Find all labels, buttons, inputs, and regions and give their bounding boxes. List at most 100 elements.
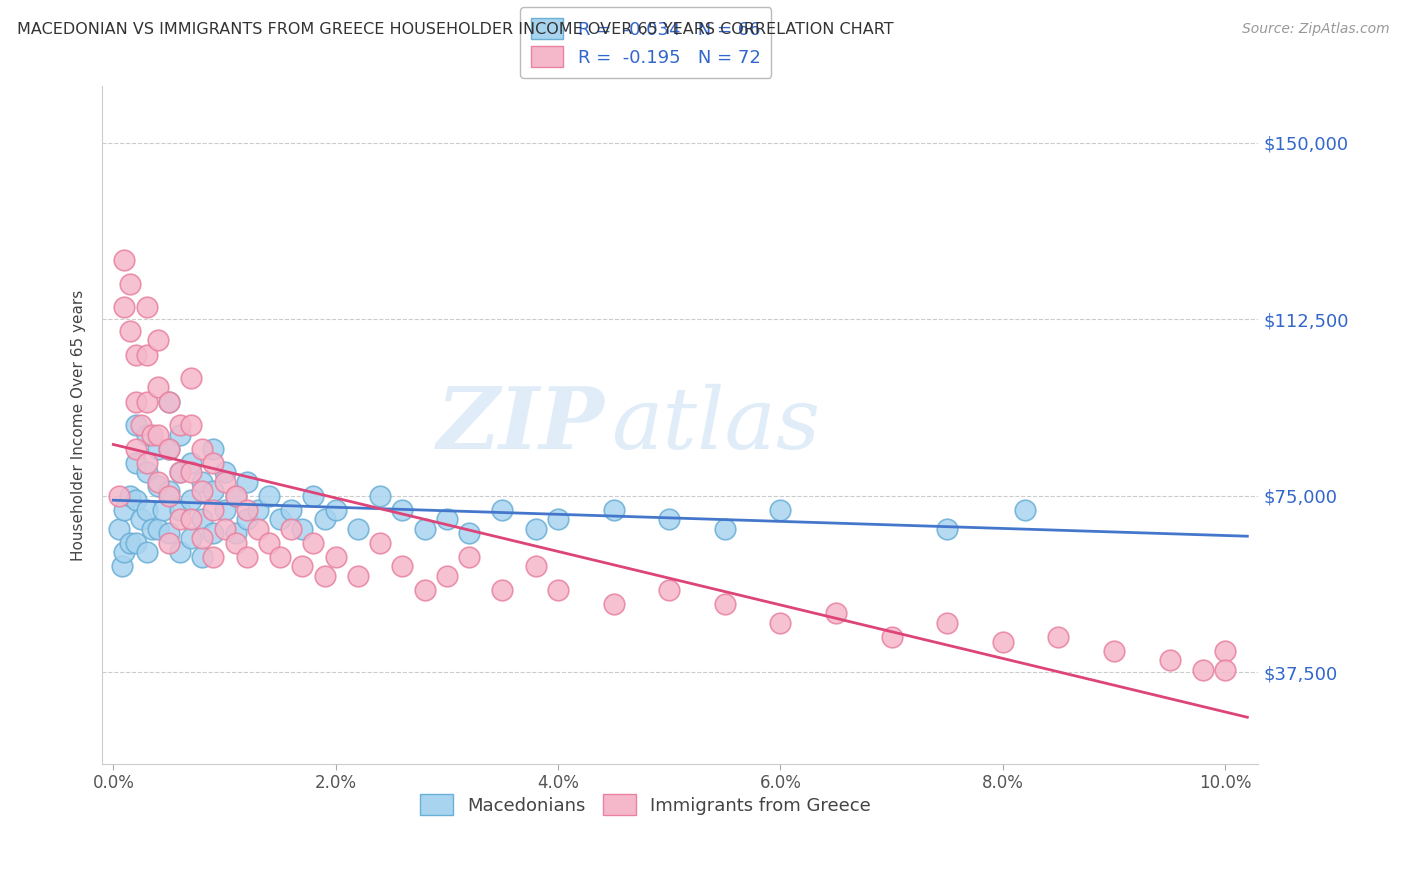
Point [214,475,236,489]
Point [157,442,180,456]
Point [936,615,959,630]
Point [157,394,180,409]
Point [235,475,257,489]
Point [257,535,280,549]
Point [280,522,302,536]
Point [114,301,136,315]
Point [169,465,191,479]
Point [191,531,214,545]
Point [146,475,169,489]
Point [214,502,236,516]
Point [146,479,169,493]
Point [135,456,157,470]
Legend: Macedonians, Immigrants from Greece: Macedonians, Immigrants from Greece [413,788,879,822]
Point [325,502,347,516]
Text: MACEDONIAN VS IMMIGRANTS FROM GREECE HOUSEHOLDER INCOME OVER 65 YEARS CORRELATIO: MACEDONIAN VS IMMIGRANTS FROM GREECE HOU… [17,22,893,37]
Point [1213,644,1236,658]
Point [214,465,236,479]
Point [135,347,157,361]
Point [602,502,624,516]
Point [269,549,291,564]
Point [436,512,458,526]
Point [141,522,163,536]
Point [118,489,141,503]
Point [714,597,737,611]
Point [1102,644,1125,658]
Point [214,522,236,536]
Point [880,630,903,644]
Point [524,522,547,536]
Point [146,380,169,394]
Point [180,512,202,526]
Point [225,489,247,503]
Point [302,489,325,503]
Point [368,489,391,503]
Point [180,371,202,385]
Point [825,607,848,621]
Point [202,483,225,498]
Point [191,442,214,456]
Point [124,493,146,508]
Point [124,442,146,456]
Point [157,442,180,456]
Point [180,456,202,470]
Point [547,582,569,597]
Point [191,512,214,526]
Point [180,531,202,545]
Point [135,545,157,559]
Point [157,489,180,503]
Point [235,549,257,564]
Point [314,512,336,526]
Text: ZIP: ZIP [437,384,605,467]
Point [180,493,202,508]
Point [124,456,146,470]
Point [368,535,391,549]
Point [118,277,141,291]
Point [1014,502,1036,516]
Point [135,502,157,516]
Point [1192,663,1215,677]
Point [114,545,136,559]
Point [135,465,157,479]
Point [157,535,180,549]
Point [129,418,152,433]
Point [124,394,146,409]
Point [1159,653,1181,667]
Point [157,394,180,409]
Point [225,535,247,549]
Point [257,489,280,503]
Point [202,502,225,516]
Point [146,522,169,536]
Point [491,582,513,597]
Point [658,512,681,526]
Point [302,535,325,549]
Point [225,489,247,503]
Point [524,559,547,574]
Point [658,582,681,597]
Point [413,582,436,597]
Point [202,442,225,456]
Point [325,549,347,564]
Point [235,512,257,526]
Point [769,615,792,630]
Point [769,502,792,516]
Point [291,559,314,574]
Point [169,465,191,479]
Point [118,324,141,338]
Point [114,253,136,268]
Point [391,502,413,516]
Point [169,418,191,433]
Point [202,456,225,470]
Point [714,522,737,536]
Point [391,559,413,574]
Point [458,526,481,541]
Point [191,549,214,564]
Point [235,502,257,516]
Point [152,502,174,516]
Point [936,522,959,536]
Point [157,526,180,541]
Point [458,549,481,564]
Point [547,512,569,526]
Point [280,502,302,516]
Point [129,512,152,526]
